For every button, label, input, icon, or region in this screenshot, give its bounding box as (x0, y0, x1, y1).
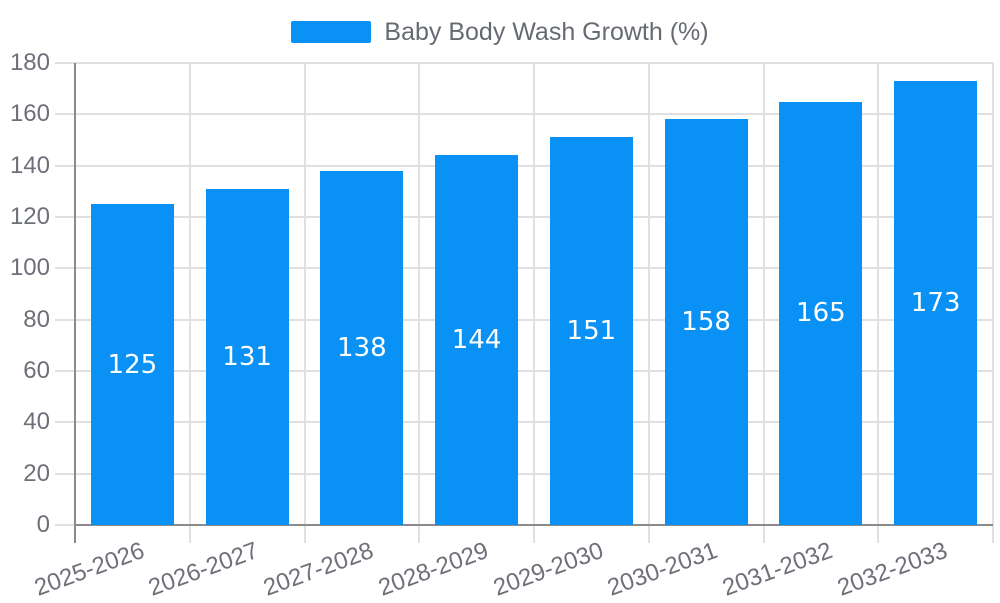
y-axis-tick-label: 40 (23, 408, 50, 436)
y-axis-tick-label: 120 (9, 203, 50, 230)
y-axis-tick (55, 370, 75, 372)
x-gridline (188, 63, 191, 525)
x-gridline (303, 63, 306, 525)
x-axis-tick (762, 525, 765, 543)
x-gridline (533, 63, 535, 525)
x-gridline (647, 63, 650, 525)
bar-2026-2027[interactable] (205, 188, 289, 525)
x-axis-tick (992, 525, 994, 543)
bar-2032-2033[interactable] (894, 80, 978, 525)
x-gridline (992, 63, 994, 525)
x-axis-tick (418, 525, 421, 543)
x-axis-tick-label: 2026-2027 (145, 537, 263, 602)
y-axis-tick-label: 20 (23, 459, 50, 487)
y-axis-tick (55, 524, 75, 526)
bar-value-label: 138 (337, 332, 387, 363)
legend[interactable]: Baby Body Wash Growth (%) (0, 19, 1000, 45)
x-axis-tick (647, 525, 650, 543)
x-axis-tick-label: 2028-2029 (374, 537, 492, 602)
legend-swatch-icon (291, 21, 372, 43)
bar-value-label: 173 (910, 287, 961, 318)
y-axis-tick-label: 60 (23, 357, 50, 384)
y-axis-tick-label: 80 (23, 305, 50, 333)
bar-2025-2026[interactable] (90, 204, 174, 525)
y-axis-tick (55, 216, 75, 218)
bar-value-label: 165 (796, 298, 846, 329)
y-axis-tick (55, 62, 75, 64)
bar-2027-2028[interactable] (320, 170, 404, 525)
x-axis-tick-label: 2031-2032 (719, 537, 837, 602)
x-axis-tick (877, 525, 880, 543)
bar-value-label: 151 (566, 316, 617, 347)
x-axis-tick-label: 2027-2028 (260, 537, 378, 602)
y-axis-tick (55, 267, 75, 270)
x-gridline (762, 63, 765, 525)
y-axis-tick (55, 113, 75, 116)
x-axis-tick (188, 525, 191, 543)
x-gridline (418, 63, 421, 525)
bar-2029-2030[interactable] (549, 137, 633, 525)
y-axis-tick-label: 0 (36, 511, 50, 538)
y-axis-tick (55, 472, 75, 475)
y-axis-tick-label: 160 (9, 100, 50, 128)
x-axis-tick-label: 2030-2031 (604, 537, 722, 602)
y-axis-tick-label: 100 (9, 254, 50, 282)
legend-label: Baby Body Wash Growth (%) (384, 18, 709, 46)
y-axis-tick (55, 421, 75, 424)
x-axis-tick (533, 525, 535, 543)
y-axis-tick-label: 140 (9, 151, 50, 179)
y-axis-tick-label: 180 (9, 49, 50, 76)
y-axis-tick (55, 318, 75, 321)
bar-2028-2029[interactable] (435, 155, 519, 525)
bar-2030-2031[interactable] (664, 119, 748, 525)
x-axis-tick-label: 2025-2026 (30, 537, 148, 602)
bar-value-label: 131 (222, 341, 272, 372)
x-gridline (877, 63, 880, 525)
y-axis-tick (55, 164, 75, 167)
y-axis-line (74, 63, 76, 543)
bar-value-label: 144 (451, 325, 502, 356)
bar-value-label: 158 (681, 307, 731, 338)
x-axis-line (75, 524, 993, 526)
bar-2031-2032[interactable] (779, 101, 863, 525)
x-axis-tick-label: 2032-2033 (833, 537, 951, 602)
x-axis-tick-label: 2029-2030 (489, 537, 607, 602)
x-axis-tick (303, 525, 306, 543)
bar-value-label: 125 (107, 349, 158, 380)
